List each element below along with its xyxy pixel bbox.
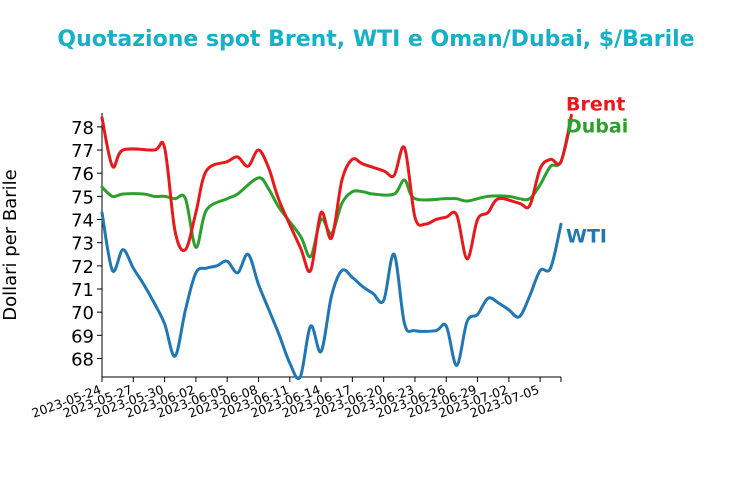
y-tick-label: 76 [71, 164, 94, 185]
chart-title: Quotazione spot Brent, WTI e Oman/Dubai,… [57, 27, 694, 52]
y-tick-label: 68 [71, 349, 94, 370]
series-line-brent [100, 113, 573, 274]
series-label-dubai: Dubai [566, 116, 628, 138]
y-tick-label: 77 [71, 141, 94, 162]
y-tick-label: 73 [71, 234, 94, 255]
axes: 68697071727374757677782023-05-242023-05-… [30, 113, 562, 421]
y-tick-label: 78 [71, 118, 94, 139]
series-label-wti: WTI [566, 226, 607, 248]
y-tick-label: 69 [71, 326, 94, 347]
series-line-dubai [100, 118, 573, 259]
y-tick-label: 75 [71, 187, 94, 208]
y-tick-label: 74 [71, 211, 94, 232]
y-tick-label: 70 [71, 303, 94, 324]
series-layer [100, 113, 573, 380]
y-axis-label: Dollari per Barile [0, 169, 21, 321]
series-line-wti [100, 211, 563, 380]
series-label-brent: Brent [566, 94, 625, 116]
y-tick-label: 72 [71, 257, 94, 278]
y-tick-label: 71 [71, 280, 94, 301]
